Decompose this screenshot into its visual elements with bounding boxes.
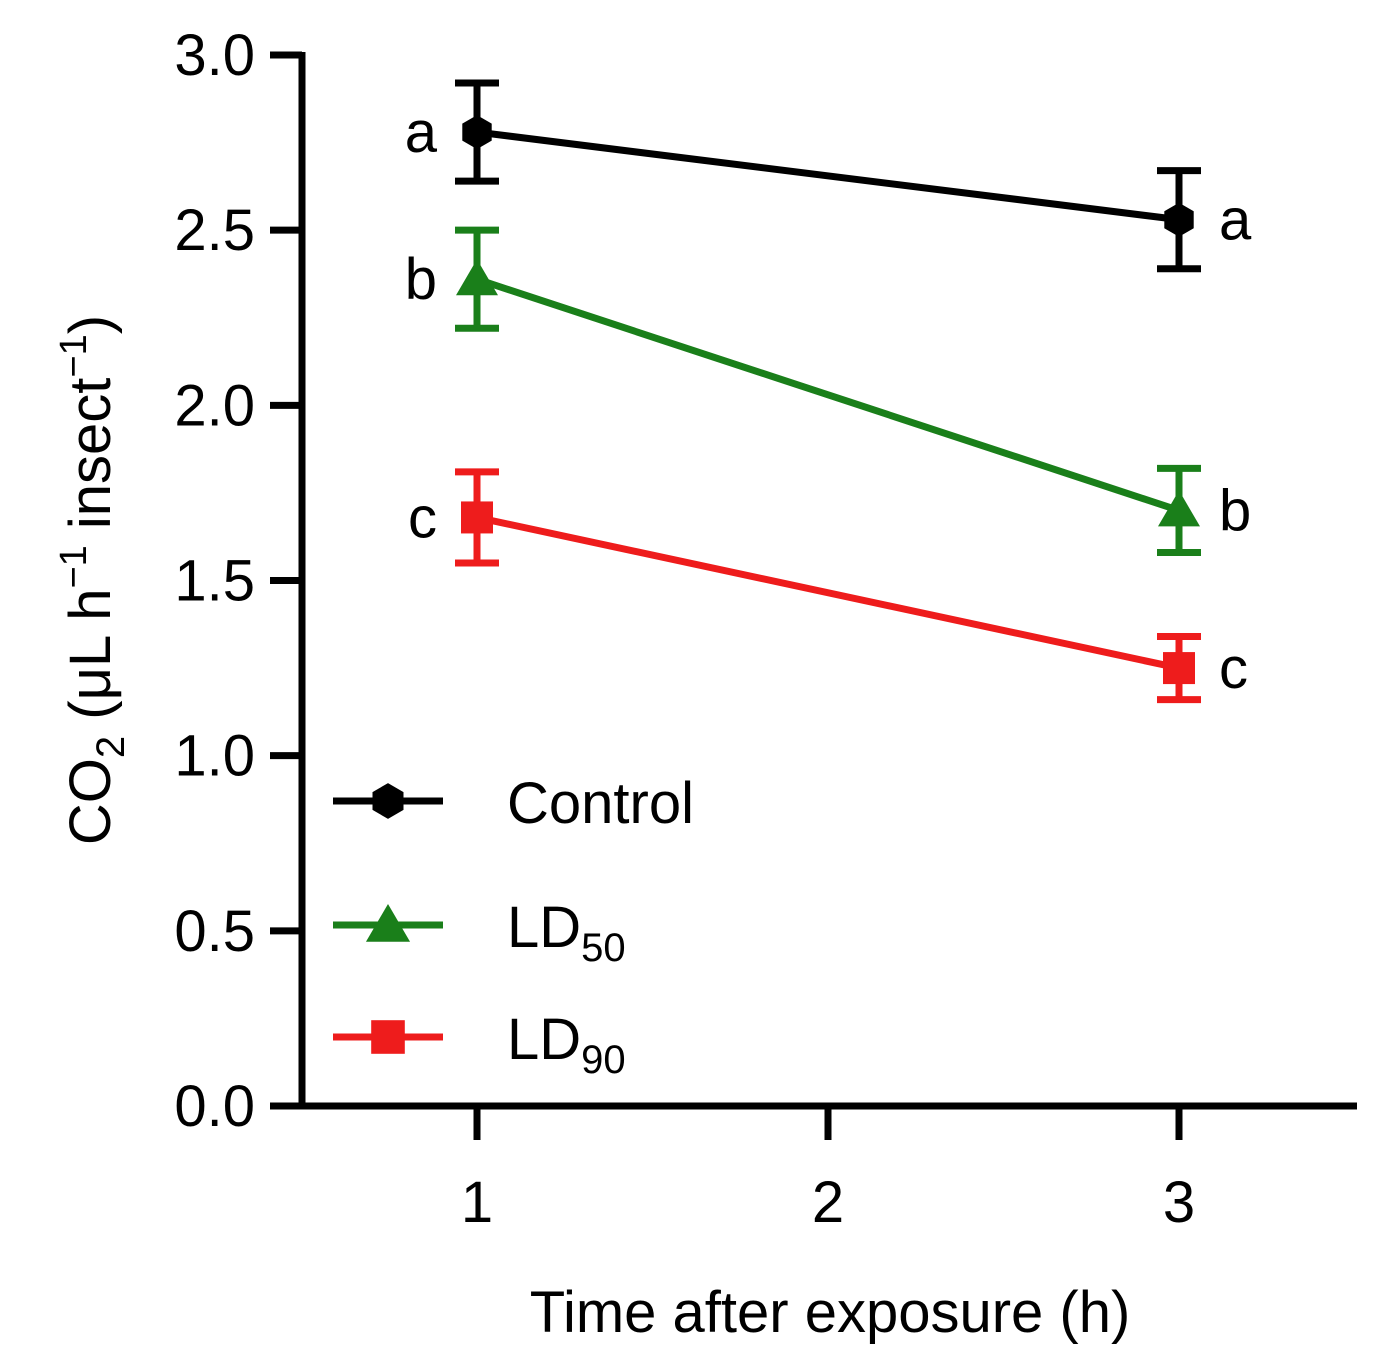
y-ticks: 0.0 0.5 1.0 1.5 2.0 2.5 3.0 [174,23,302,1139]
hexagon-marker [1164,202,1194,237]
hexagon-marker [372,783,404,819]
series-line [476,514,1180,672]
y-axis-title-mid2: insect [58,378,123,546]
legend-label: LD50 [507,895,626,970]
series-line [475,275,1181,514]
hexagon-marker [462,115,492,150]
legend-label: Control [507,771,694,836]
square-marker [371,1020,405,1054]
y-axis-title-prefix: CO [58,758,123,845]
significance-letter: b [1219,478,1251,543]
legend-label-subscript: 50 [581,926,626,970]
square-marker [461,501,493,534]
significance-letter: a [1219,188,1252,253]
legend-label-base: LD [507,1007,581,1072]
y-tick-label: 1.5 [174,549,255,614]
legend-label-base: LD [507,895,581,960]
legend-item-LD50: LD50 [333,895,626,970]
series-LD50: bb [405,226,1251,556]
axes [270,52,1357,1110]
y-tick-label: 2.0 [174,373,255,438]
legend-label-base: Control [507,771,694,836]
significance-letter: a [405,100,438,165]
y-axis-title: CO2 (μL h−1 insect−1) [53,315,133,845]
legend-item-Control: Control [333,771,694,836]
y-axis-title-mid1: (μL h [58,589,123,736]
legend-label: LD90 [507,1007,626,1082]
series-LD90: cc [408,468,1248,704]
y-axis-title-superscript-2: −1 [53,334,95,377]
y-tick-label: 2.5 [174,198,255,263]
y-tick-label: 0.0 [174,1074,255,1139]
series-Control: aa [405,79,1252,273]
y-tick-label: 0.5 [174,899,255,964]
series-line [476,128,1180,224]
triangle-marker [1158,490,1200,527]
significance-letter: c [408,485,437,550]
x-tick-label: 3 [1163,1170,1195,1235]
y-axis-title-superscript-1: −1 [53,545,95,588]
y-axis-title-subscript: 2 [89,736,133,758]
x-tick-label: 2 [812,1170,844,1235]
significance-letter: b [405,247,437,312]
legend-label-subscript: 90 [581,1038,626,1082]
significance-letter: c [1219,636,1248,701]
triangle-marker [456,259,498,296]
y-axis-title-suffix: ) [58,315,123,334]
legend-item-LD90: LD90 [333,1007,626,1082]
y-tick-label: 1.0 [174,724,255,789]
square-marker [1163,652,1195,685]
x-tick-label: 1 [461,1170,493,1235]
triangle-marker [365,904,411,942]
x-ticks: 1 2 3 [461,1106,1195,1235]
y-tick-label: 3.0 [174,23,255,88]
x-axis-title: Time after exposure (h) [530,1280,1131,1345]
